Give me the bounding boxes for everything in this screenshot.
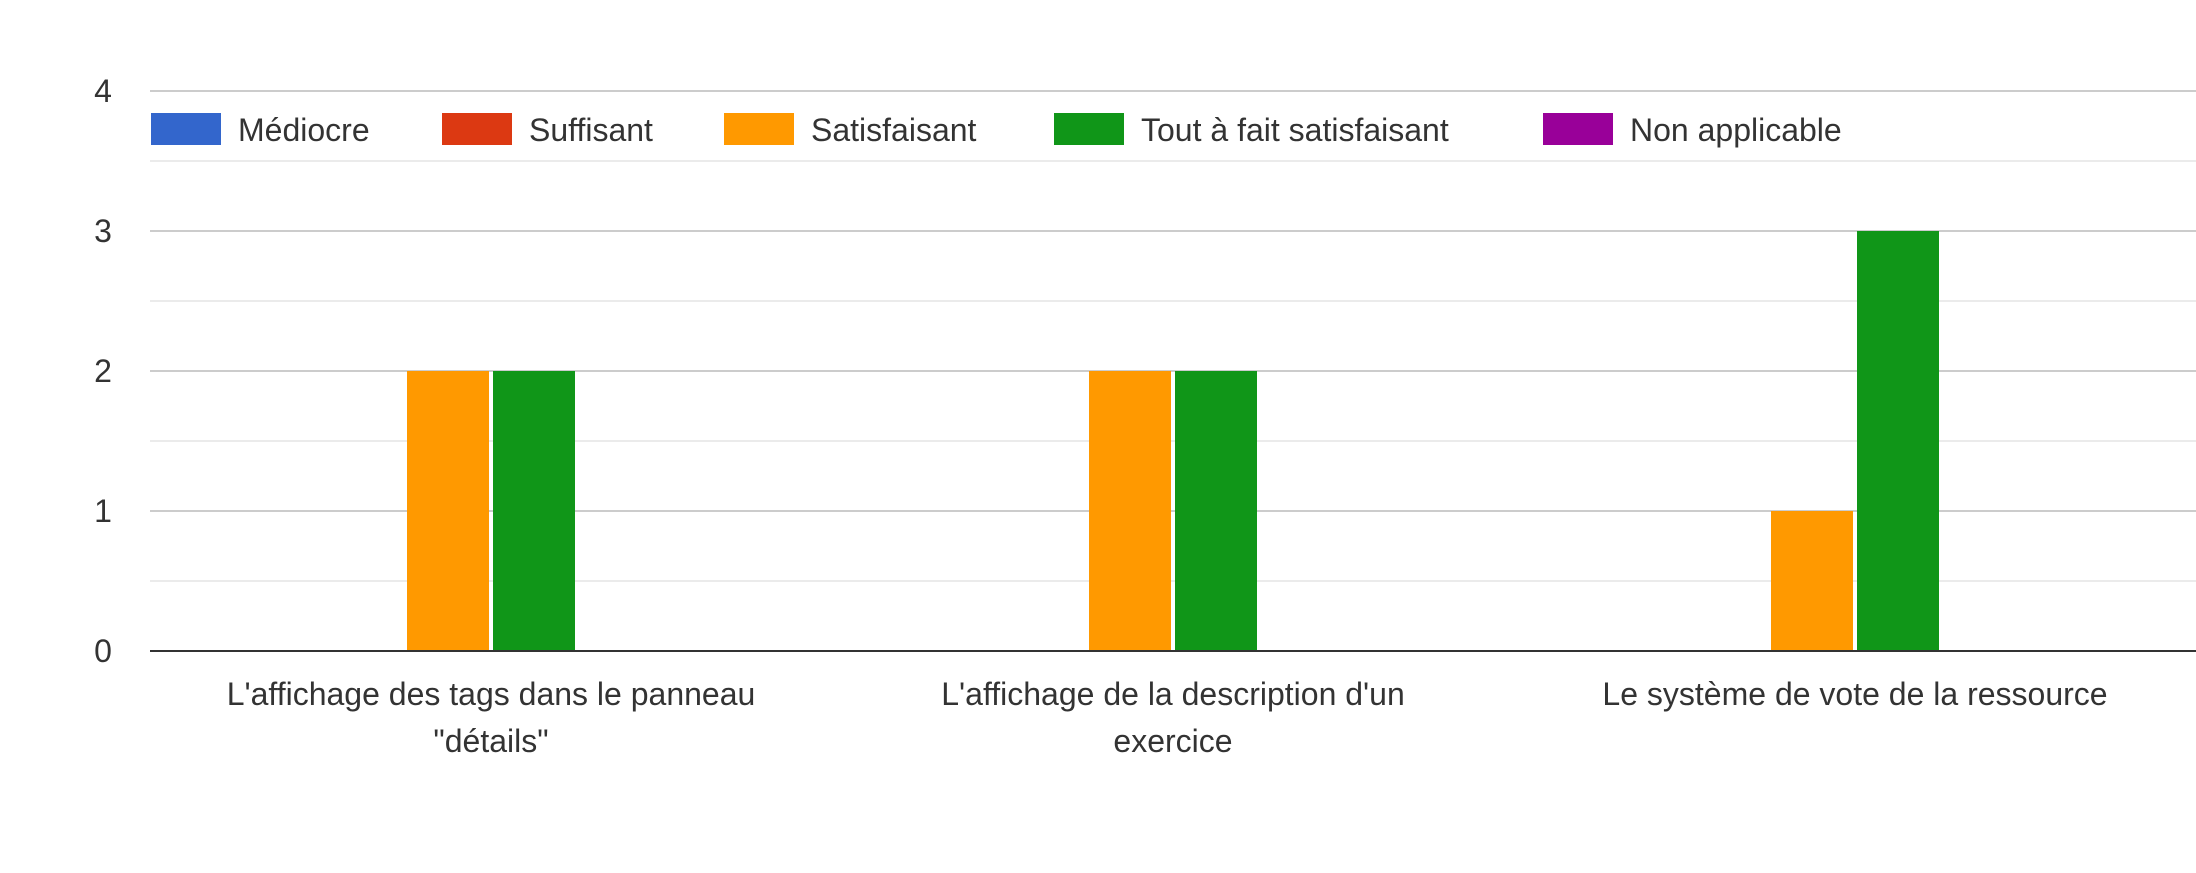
y-tick-label: 3 <box>94 213 112 249</box>
legend: Médiocre Suffisant Satisfaisant Tout à fait… <box>151 112 1842 148</box>
legend-swatch <box>1543 113 1613 145</box>
legend-item[interactable]: Tout à fait satisfaisant <box>1054 112 1449 148</box>
bar[interactable] <box>493 371 575 651</box>
x-tick-label: Le système de vote de la ressource <box>1602 676 2107 712</box>
y-tick-label: 0 <box>94 633 112 669</box>
bar[interactable] <box>1771 511 1853 651</box>
legend-swatch <box>1054 113 1124 145</box>
y-tick-label: 1 <box>94 493 112 529</box>
legend-item[interactable]: Non applicable <box>1543 112 1842 148</box>
legend-swatch <box>724 113 794 145</box>
bar[interactable] <box>1089 371 1171 651</box>
legend-item[interactable]: Médiocre <box>151 112 370 148</box>
category-labels: L'affichage des tags dans le panneau "dét… <box>227 676 2108 759</box>
legend-label: Non applicable <box>1630 112 1842 148</box>
legend-item[interactable]: Suffisant <box>442 112 653 148</box>
legend-swatch <box>442 113 512 145</box>
y-tick-label: 4 <box>94 73 112 109</box>
bar[interactable] <box>1857 231 1939 651</box>
legend-label: Médiocre <box>238 112 370 148</box>
legend-label: Suffisant <box>529 112 653 148</box>
gridlines <box>150 90 2196 582</box>
x-tick-label: L'affichage des tags dans le panneau "dét… <box>227 676 756 759</box>
bar[interactable] <box>1175 371 1257 651</box>
y-tick-label: 2 <box>94 353 112 389</box>
bar[interactable] <box>407 371 489 651</box>
legend-label: Tout à fait satisfaisant <box>1141 112 1449 148</box>
bars <box>407 231 1939 651</box>
y-axis-ticks: 0 1 2 3 4 <box>94 73 112 669</box>
legend-swatch <box>151 113 221 145</box>
x-tick-label: L'affichage de la description d'un exerci… <box>941 676 1405 759</box>
legend-item[interactable]: Satisfaisant <box>724 112 977 148</box>
legend-label: Satisfaisant <box>811 112 977 148</box>
